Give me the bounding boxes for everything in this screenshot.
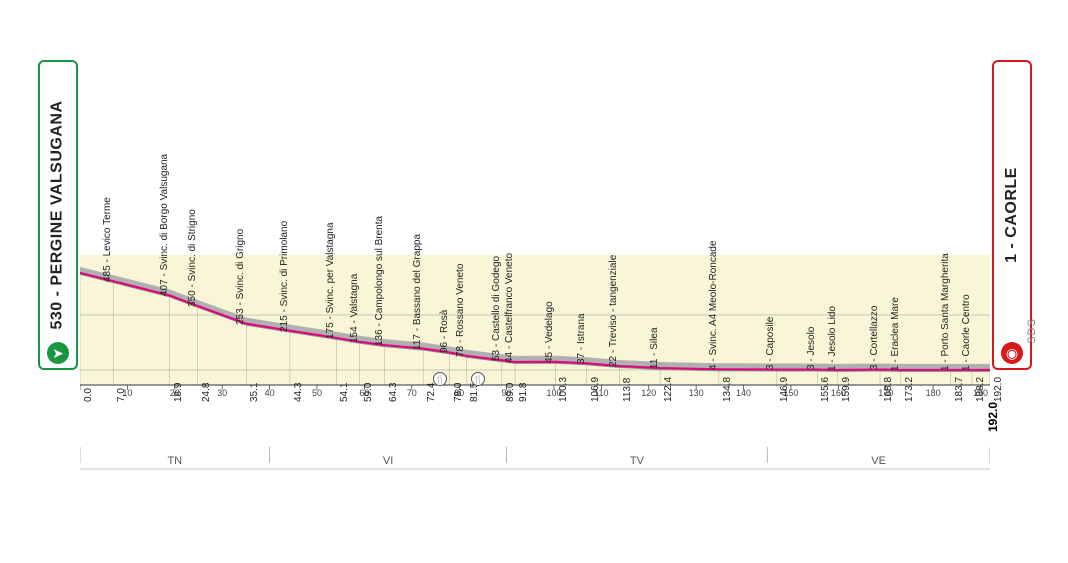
km-tick: 140 bbox=[736, 388, 751, 398]
km-label: 0.0 bbox=[83, 388, 94, 402]
waypoint-label: 253 - Svinc. di Grigno bbox=[235, 228, 246, 324]
km-label: 100.3 bbox=[558, 377, 569, 402]
waypoint-label: 78 - Rossano Veneto bbox=[455, 263, 466, 356]
province-label: VI bbox=[383, 455, 393, 467]
waypoint-label: 485 - Levico Terme bbox=[102, 197, 113, 282]
km-label: 146.9 bbox=[779, 377, 790, 402]
km-label: 188.2 bbox=[975, 377, 986, 402]
total-km: 192.0 bbox=[986, 402, 1000, 432]
km-tick: 130 bbox=[689, 388, 704, 398]
km-label: 59.0 bbox=[363, 383, 374, 402]
elevation-chart: 0300-300 1020304050607080901001101201301… bbox=[80, 60, 990, 500]
km-label: 7.0 bbox=[116, 388, 127, 402]
km-label: 173.2 bbox=[904, 377, 915, 402]
km-label: 113.8 bbox=[622, 378, 633, 402]
km-tick: 70 bbox=[407, 388, 417, 398]
waypoint-label: 11 - Silea bbox=[649, 327, 660, 369]
waypoint-label: 22 - Treviso - tangenziale bbox=[608, 255, 619, 367]
km-tick: 120 bbox=[641, 388, 656, 398]
watermark: SDS bbox=[1026, 318, 1038, 344]
waypoint-label: 407 - Svinc. di Borgo Valsugana bbox=[159, 154, 170, 296]
province-label: TN bbox=[167, 455, 182, 467]
km-label: 54.1 bbox=[339, 383, 350, 402]
waypoint-label: 154 - Valstagna bbox=[349, 273, 360, 342]
km-tick: 30 bbox=[217, 388, 227, 398]
waypoint-label: 53 - Castello di Godego bbox=[491, 256, 502, 361]
start-label: 530 - PERGINE VALSUGANA bbox=[49, 100, 67, 329]
province-label: VE bbox=[871, 455, 886, 467]
finish-label: 1 - CAORLE bbox=[1003, 167, 1021, 263]
km-label: 91.8 bbox=[518, 383, 529, 402]
km-label: 35.1 bbox=[249, 383, 260, 402]
start-panel: 530 - PERGINE VALSUGANA ➤ bbox=[38, 60, 78, 370]
waypoint-label: 136 - Campolongo sul Brenta bbox=[374, 216, 385, 346]
waypoint-label: 3 - Jesolo bbox=[806, 327, 817, 370]
waypoint-label: 1 - Jesolo Lido bbox=[827, 306, 838, 371]
waypoint-label: 3 - Caposile bbox=[765, 317, 776, 370]
km-tick: 50 bbox=[312, 388, 322, 398]
waypoint-label: 37 - Istrana bbox=[576, 314, 587, 365]
waypoint-label: 4 - Svinc. A4 Meolo-Roncade bbox=[708, 241, 719, 371]
finish-icon: ◉ bbox=[1001, 342, 1023, 364]
km-label: 78.0 bbox=[453, 383, 464, 402]
waypoint-label: 215 - Svinc. di Primolano bbox=[279, 220, 290, 331]
km-label: 192.0 bbox=[993, 377, 1004, 402]
waypoint-label: 117 - Bassano del Grappa bbox=[412, 234, 423, 350]
km-tick: 180 bbox=[926, 388, 941, 398]
waypoint-label: 1 - Porto Santa Margherita bbox=[940, 253, 951, 371]
km-label: 155.6 bbox=[820, 377, 831, 402]
start-icon: ➤ bbox=[47, 342, 69, 364]
km-label: 159.9 bbox=[841, 377, 852, 402]
waypoint-label: 44 - Castelfranco Veneto bbox=[504, 253, 515, 363]
waypoint-label: 96 - Rosà bbox=[439, 310, 450, 353]
km-label: 168.8 bbox=[883, 377, 894, 402]
waypoint-label: 1 - Caorle Centro bbox=[961, 294, 972, 371]
waypoint-label: 175 - Svinc. per Valstagna bbox=[325, 222, 336, 339]
waypoint-label: 1 - Eraclea Mare bbox=[890, 297, 901, 371]
km-label: 183.7 bbox=[954, 377, 965, 402]
km-label: 134.8 bbox=[722, 377, 733, 402]
km-label: 18.9 bbox=[173, 383, 184, 402]
profile-svg: 0300-300 bbox=[80, 60, 990, 500]
waypoint-label: 45 - Vedelago bbox=[544, 301, 555, 363]
km-label: 44.3 bbox=[293, 383, 304, 402]
province-label: TV bbox=[630, 455, 644, 467]
stage-profile-container: 530 - PERGINE VALSUGANA ➤ 1 - CAORLE ◉ 0… bbox=[40, 60, 1030, 500]
km-label: 106.9 bbox=[590, 377, 601, 402]
km-label: 122.4 bbox=[663, 377, 674, 402]
km-label: 64.3 bbox=[388, 383, 399, 402]
km-label: 89.0 bbox=[505, 383, 516, 402]
waypoint-label: 3 - Cortellazzo bbox=[869, 306, 880, 370]
waypoint-label: 350 - Svinc. di Strigno bbox=[187, 209, 198, 307]
km-label: 24.8 bbox=[201, 383, 212, 402]
km-label: 72.4 bbox=[426, 383, 437, 402]
km-tick: 40 bbox=[265, 388, 275, 398]
